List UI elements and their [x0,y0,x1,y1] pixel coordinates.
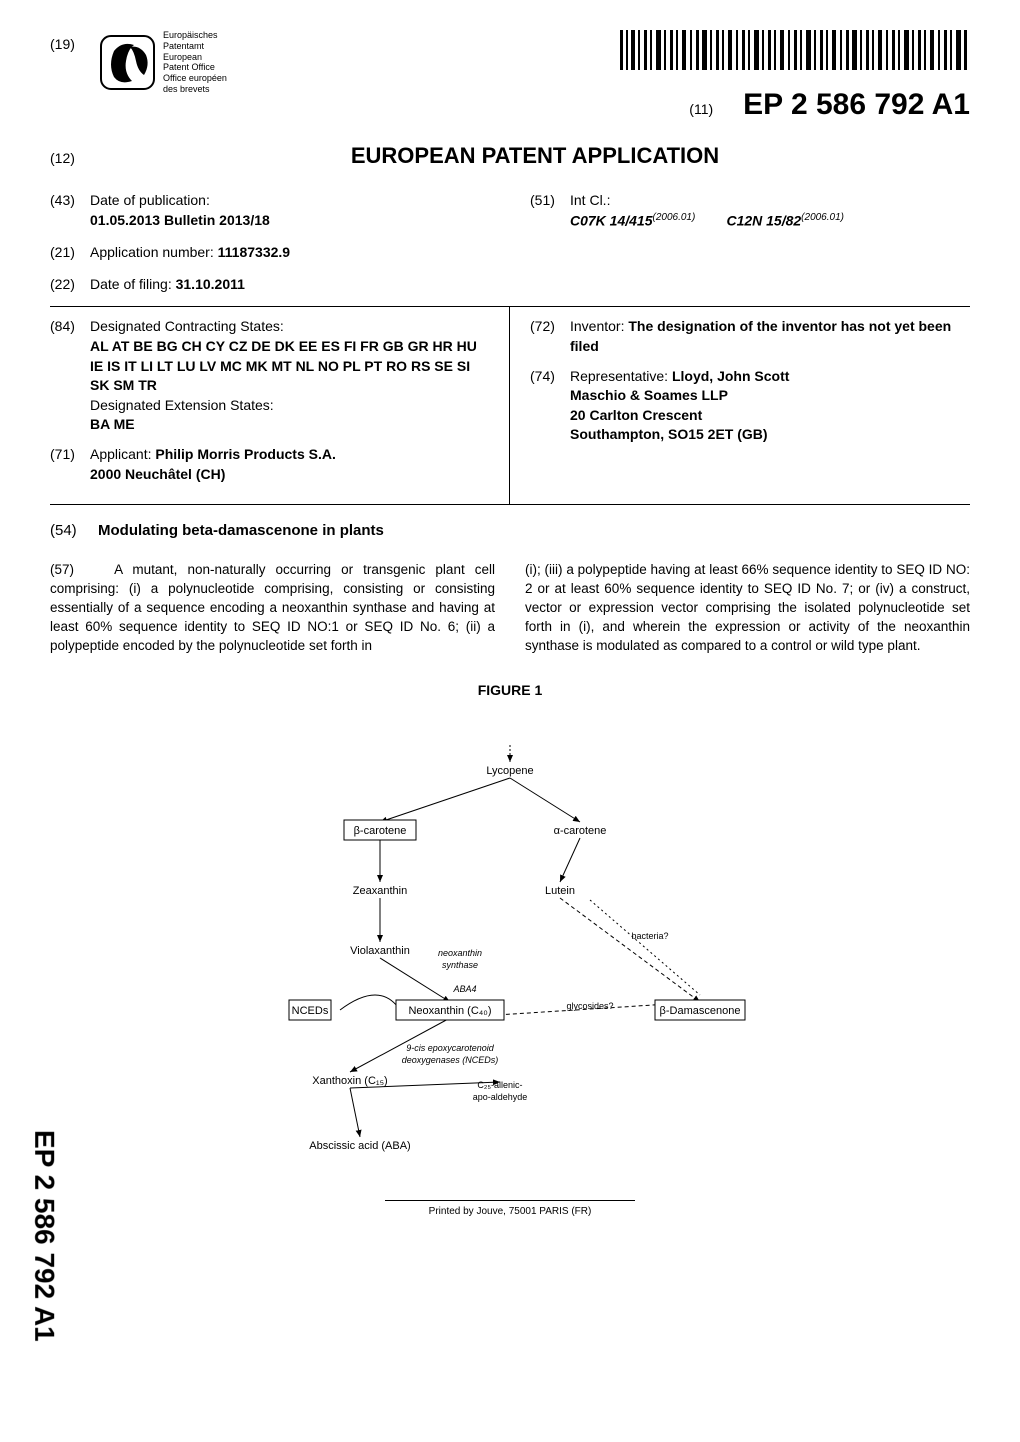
inventor: Inventor: The designation of the invento… [570,317,970,356]
field-71: (71) [50,445,82,484]
rep-label: Representative: [570,368,668,384]
svg-text:synthase: synthase [442,960,478,970]
designated-states: Designated Contracting States: AL AT BE … [90,317,489,435]
svg-text:Violaxanthin: Violaxanthin [350,945,410,957]
biblio-left: (84) Designated Contracting States: AL A… [50,307,510,504]
footer: Printed by Jouve, 75001 PARIS (FR) [385,1200,635,1219]
biblio-box: (84) Designated Contracting States: AL A… [50,306,970,505]
field-54: (54) [50,520,90,541]
svg-text:Abscissic acid (ABA): Abscissic acid (ABA) [309,1140,410,1152]
date-pub-label: Date of publication: [90,192,210,208]
svg-text:Lutein: Lutein [545,885,575,897]
application-number: Application number: 11187332.9 [90,243,492,263]
abstract-text-1: A mutant, non-naturally occurring or tra… [50,562,495,653]
applicant: Applicant: Philip Morris Products S.A.20… [90,445,489,484]
abstract-col-2: (i); (iii) a polypeptide having at least… [525,561,970,655]
svg-text:glycosides?: glycosides? [566,1001,613,1011]
vertical-doc-number: EP 2 586 792 A1 [25,1130,64,1342]
meta-row-2: (21) Application number: 11187332.9 [50,243,970,263]
logo-text: Europäisches Patentamt European Patent O… [163,30,227,95]
field-43: (43) [50,191,82,230]
invention-title-row: (54) Modulating beta-damascenone in plan… [50,520,970,541]
date-publication: Date of publication: 01.05.2013 Bulletin… [90,191,490,230]
field-19: (19) [50,30,100,55]
svg-text:9-cis epoxycarotenoid: 9-cis epoxycarotenoid [406,1043,495,1053]
logo-block: Europäisches Patentamt European Patent O… [100,30,227,95]
svg-text:C₂₅-allenic-: C₂₅-allenic- [477,1080,522,1090]
field-57: (57) [50,562,74,577]
app-num-label: Application number: [90,244,214,260]
inventor-value: The designation of the inventor has not … [570,318,951,354]
barcode-column: (11) EP 2 586 792 A1 [620,30,970,126]
date-pub-value: 01.05.2013 Bulletin 2013/18 [90,212,270,228]
designated-values: AL AT BE BG CH CY CZ DE DK EE ES FI FR G… [90,338,477,393]
intcl-1: C07K 14/415 [570,213,653,229]
intcl-2: C12N 15/82 [726,213,801,229]
meta-row-3: (22) Date of filing: 31.10.2011 [50,275,970,295]
figure-caption: FIGURE 1 [50,681,970,701]
figure-container: Lycopene β-carotene α-carotene Zeaxanthin Lu… [50,740,970,1160]
pub-number-row: (11) EP 2 586 792 A1 [620,84,970,126]
representative: Representative: Lloyd, John ScottMaschio… [570,367,970,445]
abstract-col-1: (57) A mutant, non-naturally occurring o… [50,561,495,655]
barcode-icon [620,30,970,70]
svg-text:β-carotene: β-carotene [354,825,407,837]
document-title: EUROPEAN PATENT APPLICATION [100,141,970,172]
logo-line: Office européen [163,73,227,84]
svg-text:β-Damascenone: β-Damascenone [660,1005,741,1017]
filing-label: Date of filing: [90,276,172,292]
svg-text:neoxanthin: neoxanthin [438,948,482,958]
meta-row-1: (43) Date of publication: 01.05.2013 Bul… [50,191,970,231]
svg-text:α-carotene: α-carotene [554,825,607,837]
logo-line: Europäisches [163,30,227,41]
figure-1-diagram: Lycopene β-carotene α-carotene Zeaxanthin Lu… [250,740,770,1160]
field-84: (84) [50,317,82,435]
publication-number: EP 2 586 792 A1 [743,84,970,126]
logo-line: European [163,52,227,63]
filing-date: Date of filing: 31.10.2011 [90,275,492,295]
applicant-label: Applicant: [90,446,151,462]
field-11: (11) [689,100,713,120]
filing-value: 31.10.2011 [176,276,245,292]
svg-text:bacteria?: bacteria? [631,931,668,941]
svg-text:Neoxanthin (C₄₀): Neoxanthin (C₄₀) [408,1005,491,1017]
epo-logo-icon [100,35,155,90]
svg-text:Lycopene: Lycopene [486,765,533,777]
field-51: (51) [530,191,562,231]
svg-text:Xanthoxin (C₁₅): Xanthoxin (C₁₅) [312,1075,387,1087]
field-74: (74) [530,367,562,445]
invention-title: Modulating beta-damascenone in plants [98,520,384,541]
logo-line: des brevets [163,84,227,95]
app-num-value: 11187332.9 [218,244,290,260]
field-22: (22) [50,275,82,295]
abstract: (57) A mutant, non-naturally occurring o… [50,561,970,655]
logo-line: Patentamt [163,41,227,52]
field-72: (72) [530,317,562,356]
field-21: (21) [50,243,82,263]
int-cl: Int Cl.: C07K 14/415(2006.01) C12N 15/82… [570,191,970,231]
inventor-label: Inventor: [570,318,624,334]
ext-label: Designated Extension States: [90,397,274,413]
intcl-label: Int Cl.: [570,192,610,208]
biblio-right: (72) Inventor: The designation of the in… [510,307,970,504]
header-row: (19) Europäisches Patentamt European Pat… [50,30,970,126]
svg-text:deoxygenases (NCEDs): deoxygenases (NCEDs) [402,1055,499,1065]
svg-text:Zeaxanthin: Zeaxanthin [353,885,407,897]
svg-text:ABA4: ABA4 [452,984,476,994]
svg-text:NCEDs: NCEDs [292,1005,329,1017]
intcl-1-year: (2006.01) [653,212,696,223]
logo-line: Patent Office [163,62,227,73]
svg-text:apo-aldehyde: apo-aldehyde [473,1092,528,1102]
intcl-2-year: (2006.01) [801,212,844,223]
title-row: (12) EUROPEAN PATENT APPLICATION [50,141,970,172]
ext-values: BA ME [90,416,135,432]
designated-label: Designated Contracting States: [90,318,284,334]
field-12: (12) [50,149,100,169]
